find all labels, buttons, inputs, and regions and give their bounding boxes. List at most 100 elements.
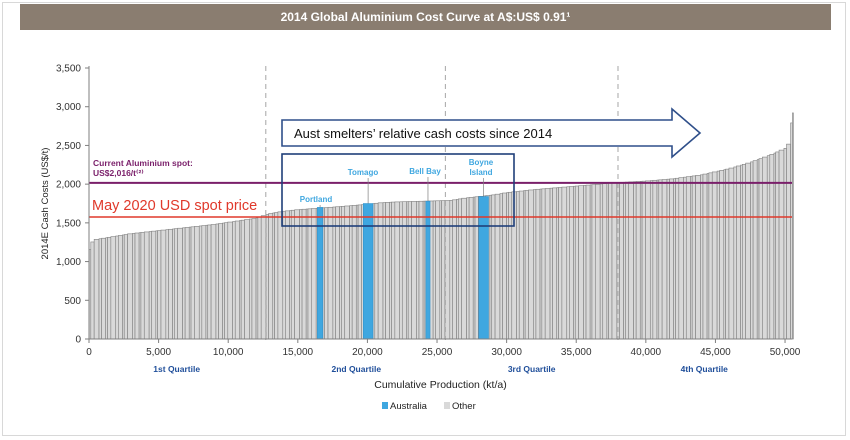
cost-bar-other [792,112,794,340]
cost-bar-other [641,180,646,340]
cost-bar-other [160,229,167,340]
cost-bar-other [678,177,684,340]
y-tick-label: 2,000 [56,180,81,191]
cost-bar-other [616,182,620,340]
cost-bar-other [675,177,680,340]
cost-bar-other [649,180,654,340]
cost-bar-other [524,190,529,340]
legend-swatch-other [444,402,450,409]
cost-bar-other [625,181,630,340]
cost-bar-other [695,175,701,340]
cost-bar-other [377,202,384,340]
cost-bar-other [118,235,123,340]
australia-bar-tomago [362,203,374,340]
x-axis-title: Cumulative Production (kt/a) [374,379,506,391]
cost-bar-other [90,241,95,340]
cost-bar-other [661,179,668,340]
cost-bar-other [719,170,725,340]
cost-bar-other [301,208,307,340]
x-tick-label: 40,000 [631,347,662,358]
cost-bar-other [619,182,624,340]
cost-bar-other [474,196,479,340]
australia-highlight-box [281,153,515,227]
cost-bar-other [535,188,541,340]
cost-bar-other [177,227,183,340]
cost-bar-other [307,208,312,340]
cost-bar-other [151,230,157,340]
y-tick-label: 1,500 [56,218,81,229]
cost-bar-other [324,207,329,340]
quartile-label: 4th Quartile [681,364,729,374]
cost-bar-other [502,192,507,340]
cost-bar-other [578,185,584,340]
cost-bar-other [552,187,558,340]
cost-bar-other [218,223,223,340]
legend-swatch-australia [382,402,388,409]
cost-bar-other [374,202,379,340]
cost-bar-other [224,222,229,340]
cost-bar-other [385,202,390,340]
australia-bar-portland [317,207,324,340]
x-tick-label: 50,000 [770,347,801,358]
cost-bar-other [134,232,140,340]
cost-bar-other [184,227,190,340]
cost-bar-other [311,208,317,340]
quartile-label: 3rd Quartile [508,364,556,374]
cost-bar-other [148,231,153,340]
cost-bar-other [461,197,467,340]
y-tick-label: 1,000 [56,257,81,268]
cost-bar-other [466,197,470,340]
x-tick-label: 0 [86,347,92,358]
current-spot-label-line1: Current Aluminium spot: [93,158,193,168]
cost-bar-other [290,209,295,340]
cost-bar-other [277,211,284,340]
cost-bar-other [115,235,119,340]
smelter-label-line: Portland [300,195,333,204]
cost-bar-other [549,187,553,340]
quartile-label: 1st Quartile [153,364,200,374]
cost-bar-other [234,220,240,340]
cost-bar-other [716,170,720,340]
cost-bar-other [391,201,396,340]
cost-bar-other [394,201,401,340]
y-axis-title: 2014E Cash Costs (US$/t) [40,148,51,260]
cost-bar-other [123,234,128,340]
smelter-label: Boyne Island [469,158,494,177]
cost-bar-other [733,166,737,340]
x-tick-label: 25,000 [422,347,453,358]
cost-bar-other [468,197,474,340]
cost-bar-other [583,185,587,340]
cost-bar-other [516,191,520,340]
cost-bar-other [98,238,102,340]
cost-bar-other [783,148,787,340]
cost-bar-other [418,200,424,340]
cost-bar-other [110,236,117,340]
cost-bar-other [411,201,417,340]
cost-bar-other [140,232,145,340]
smelter-label-line: Tomago [348,168,379,177]
cost-bar-other [215,223,219,340]
cost-bar-other [132,233,136,340]
cost-bar-other [742,164,746,340]
smelter-label-line: Bell Bay [409,167,441,176]
cost-bar-other [528,189,534,340]
cost-bar-other [752,160,758,340]
cost-bar-other [728,167,735,340]
cost-bar-other [602,183,608,340]
cost-bar-other [210,224,217,340]
cost-bar-other [633,181,637,340]
cost-bar-other [708,172,713,340]
cost-bar-other [401,201,407,340]
cost-bar-other [544,188,551,340]
cost-bar-other [645,180,651,340]
x-tick-label: 10,000 [213,347,244,358]
cost-bar-other [168,228,173,340]
x-tick-label: 5,000 [146,347,171,358]
cost-bar-other [499,193,503,340]
smelter-label-line: Island [469,168,492,177]
cost-bar-other [299,209,303,340]
cost-bar-other [441,200,446,340]
y-tick-label: 500 [64,296,81,307]
cost-bar-other [566,186,570,340]
cost-bar-other [282,210,286,340]
